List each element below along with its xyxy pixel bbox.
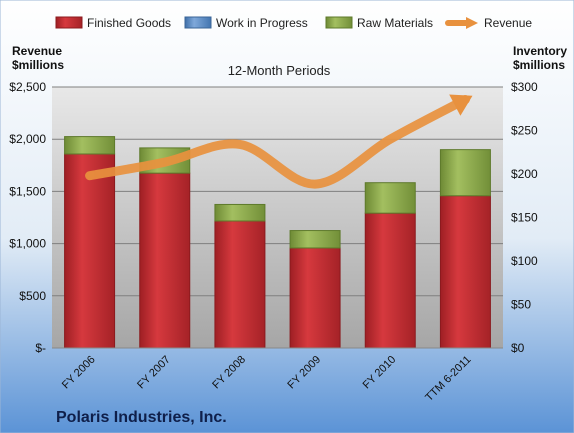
right-axis-label-line-2: $millions — [513, 58, 565, 72]
right-axis-label-line-1: Inventory — [513, 44, 567, 58]
right-tick-label: $50 — [511, 298, 531, 312]
left-axis-label-line-2: $millions — [12, 58, 64, 72]
bar-raw-materials — [364, 182, 416, 214]
legend-label-raw-materials: Raw Materials — [357, 16, 433, 30]
left-tick-label: $1,000 — [9, 237, 46, 251]
right-tick-label: $200 — [511, 167, 538, 181]
bar-raw-materials — [214, 203, 266, 222]
legend-label-revenue: Revenue — [484, 16, 532, 30]
right-tick-label: $250 — [511, 124, 538, 138]
legend-swatch-work-in-progress — [184, 16, 212, 29]
left-axis-label-line-1: Revenue — [12, 44, 62, 58]
bar-raw-materials — [289, 230, 341, 249]
bar-raw-materials — [439, 149, 491, 197]
legend-label-work-in-progress: Work in Progress — [216, 16, 308, 30]
bar-finished-goods — [139, 172, 191, 349]
chart-title: 12-Month Periods — [228, 63, 331, 78]
revenue-line — [85, 95, 470, 189]
legend: Finished Goods Work in Progress Raw Mate… — [55, 16, 532, 30]
company-name: Polaris Industries, Inc. — [56, 409, 227, 426]
plot-area — [52, 87, 503, 348]
right-tick-label: $300 — [511, 80, 538, 94]
bar-finished-goods — [64, 153, 116, 349]
left-tick-label: $1,500 — [9, 184, 46, 198]
legend-label-finished-goods: Finished Goods — [87, 16, 171, 30]
bar-finished-goods — [364, 212, 416, 349]
bar-raw-materials — [64, 136, 116, 155]
revenue-line-group — [85, 94, 473, 189]
left-tick-label: $500 — [19, 289, 46, 303]
legend-swatch-finished-goods — [55, 16, 83, 29]
bar-finished-goods — [214, 220, 266, 349]
revenue-arrowhead — [449, 94, 473, 116]
bar-finished-goods — [439, 195, 491, 349]
bars — [64, 136, 491, 349]
left-tick-label: $2,000 — [9, 132, 46, 146]
left-axis-ticks: $- $500 $1,000 $1,500 $2,000 $2,500 — [9, 80, 46, 355]
right-tick-label: $0 — [511, 341, 525, 355]
legend-swatch-raw-materials — [325, 16, 353, 29]
right-tick-label: $100 — [511, 254, 538, 268]
left-tick-label: $2,500 — [9, 80, 46, 94]
left-tick-label: $- — [35, 341, 46, 355]
legend-arrow-revenue — [466, 17, 478, 29]
right-axis-ticks: $0 $50 $100 $150 $200 $250 $300 — [511, 80, 538, 355]
bar-finished-goods — [289, 247, 341, 349]
right-tick-label: $150 — [511, 211, 538, 225]
